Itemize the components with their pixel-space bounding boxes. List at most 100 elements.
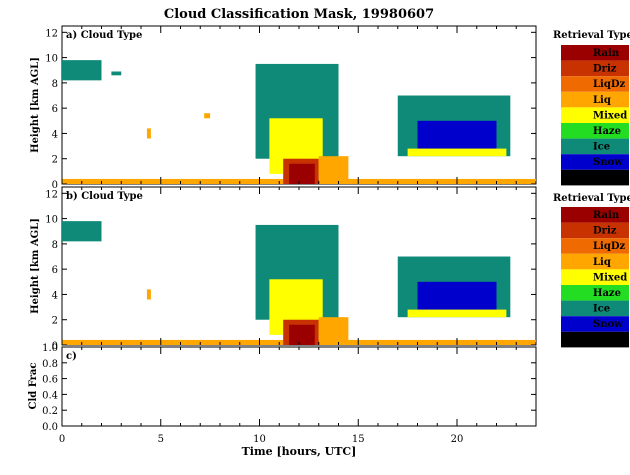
cloud-region-mixed (407, 309, 507, 318)
legend-label: Liq (593, 257, 611, 268)
panel-a-x-ticks (61, 26, 537, 184)
legend-top-items: Rain Driz LiqDz Liq Mixed Haze Ice Snow Uncrt (561, 45, 629, 186)
panel-a: 0 2 4 6 8 10 12 a) Cloud Type Height [km AGL] (30, 25, 537, 191)
y-tick-label: 0.0 (42, 422, 58, 433)
cloud-region-ice (62, 221, 102, 242)
y-tick-label: 2 (52, 155, 58, 166)
panel-b: 0 2 4 6 8 10 12 b) Cloud Type Height [km AGL] (30, 186, 537, 352)
y-tick-label: 12 (45, 28, 58, 39)
legend-top: Retrieval Type Rain Driz LiqDz Liq Mixed Haze… (553, 30, 630, 186)
legend-swatch (561, 207, 629, 223)
cloud-region-mixed (407, 148, 507, 157)
cloud-region-liq (318, 317, 349, 342)
legend-label: LiqDz (593, 241, 625, 252)
legend-label: Ice (593, 304, 610, 315)
panel-a-label: a) Cloud Type (66, 30, 142, 41)
y-tick-label: 6 (52, 104, 58, 115)
legend-label: Driz (593, 64, 617, 75)
panel-c-ylabel: Cld Frac (28, 363, 39, 410)
panel-a-ylabel: Height [km AGL] (30, 57, 41, 153)
y-tick-label: 12 (45, 189, 58, 200)
y-tick-label: 0.8 (42, 359, 58, 370)
legend-swatch (561, 316, 629, 332)
legend-label: Liq (593, 95, 611, 106)
y-tick-label: 0.6 (42, 375, 58, 386)
legend-label: Uncrt (593, 173, 625, 184)
legend-swatch (561, 107, 629, 123)
panel-c-x-ticks: 0 5 10 15 20 (59, 347, 537, 445)
legend-swatch (561, 76, 629, 92)
legend-swatch (561, 331, 629, 348)
legend-top-title: Retrieval Type (553, 30, 630, 41)
panel-b-label: b) Cloud Type (66, 191, 143, 202)
y-tick-label: 4 (52, 290, 58, 301)
panel-b-ylabel: Height [km AGL] (30, 218, 41, 314)
y-tick-label: 0.2 (42, 406, 58, 417)
y-tick-label: 10 (45, 215, 58, 226)
cloud-region-snow (417, 120, 497, 149)
legend-swatch (561, 91, 629, 108)
legend-swatch (561, 60, 629, 77)
panel-b-x-ticks (61, 187, 537, 345)
legend-swatch (561, 253, 629, 270)
legend-swatch (561, 269, 629, 285)
panel-b-y-ticks: 0 2 4 6 8 10 12 (45, 189, 536, 352)
legend-label: Rain (593, 210, 620, 221)
legend-label: Snow (593, 319, 623, 330)
cloud-region-ice (62, 60, 102, 81)
panel-c: 0.0 0.2 0.4 0.6 0.8 1.0 0 5 10 15 20 c) Cld Frac (28, 343, 537, 445)
cloud-region-liq (204, 113, 211, 119)
y-tick-label: 6 (52, 265, 58, 276)
legend-label: Haze (593, 126, 621, 137)
cloud-region-liq (318, 156, 349, 181)
x-tick-label: 20 (451, 434, 464, 445)
legend-swatch (561, 169, 629, 186)
panel-c-label: c) (66, 351, 77, 362)
legend-swatch (561, 238, 629, 254)
legend-swatch (561, 300, 629, 317)
x-tick-label: 10 (253, 434, 266, 445)
y-tick-label: 2 (52, 316, 58, 327)
x-tick-label: 5 (158, 434, 164, 445)
cloud-region-rain (289, 324, 315, 345)
legend-label: Mixed (593, 272, 627, 283)
y-tick-label: 0 (52, 341, 58, 352)
legend-swatch (561, 45, 629, 61)
panel-a-y-ticks: 0 2 4 6 8 10 12 (45, 28, 536, 191)
panel-c-y-ticks: 0.0 0.2 0.4 0.6 0.8 1.0 (42, 343, 536, 433)
figure-title: Cloud Classification Mask, 19980607 (164, 7, 434, 22)
legend-label: Haze (593, 288, 621, 299)
y-tick-label: 8 (52, 79, 58, 90)
legend-label: Rain (593, 48, 620, 59)
x-tick-label: 0 (59, 434, 65, 445)
legend-label: LiqDz (593, 79, 625, 90)
cloud-region-liq (146, 128, 151, 139)
legend-label: Driz (593, 226, 617, 237)
cloud-region-ice (111, 71, 122, 76)
legend-label: Uncrt (593, 335, 625, 346)
y-tick-label: 0 (52, 180, 58, 191)
x-tick-label: 15 (352, 434, 365, 445)
legend-swatch (561, 285, 629, 301)
cloud-region-rain (289, 163, 315, 184)
y-tick-label: 8 (52, 240, 58, 251)
y-tick-label: 1.0 (42, 343, 58, 354)
legend-bottom: Retrieval Type Rain Driz LiqDz Liq Mixed Haze… (553, 193, 630, 348)
panel-b-regions (62, 221, 536, 345)
y-tick-label: 4 (52, 129, 58, 140)
cloud-region-liq (146, 289, 151, 300)
legend-label: Snow (593, 157, 623, 168)
x-axis-label: Time [hours, UTC] (242, 445, 357, 458)
legend-bottom-title: Retrieval Type (553, 193, 630, 204)
legend-bottom-items: Rain Driz LiqDz Liq Mixed Haze Ice Snow Uncrt (561, 207, 629, 348)
legend-swatch (561, 154, 629, 170)
panel-c-frame (61, 346, 537, 427)
legend-swatch (561, 123, 629, 139)
legend-label: Mixed (593, 110, 627, 121)
cloud-region-snow (417, 281, 497, 310)
y-tick-label: 0.4 (42, 390, 58, 401)
legend-swatch (561, 138, 629, 155)
legend-swatch (561, 222, 629, 239)
y-tick-label: 10 (45, 54, 58, 65)
